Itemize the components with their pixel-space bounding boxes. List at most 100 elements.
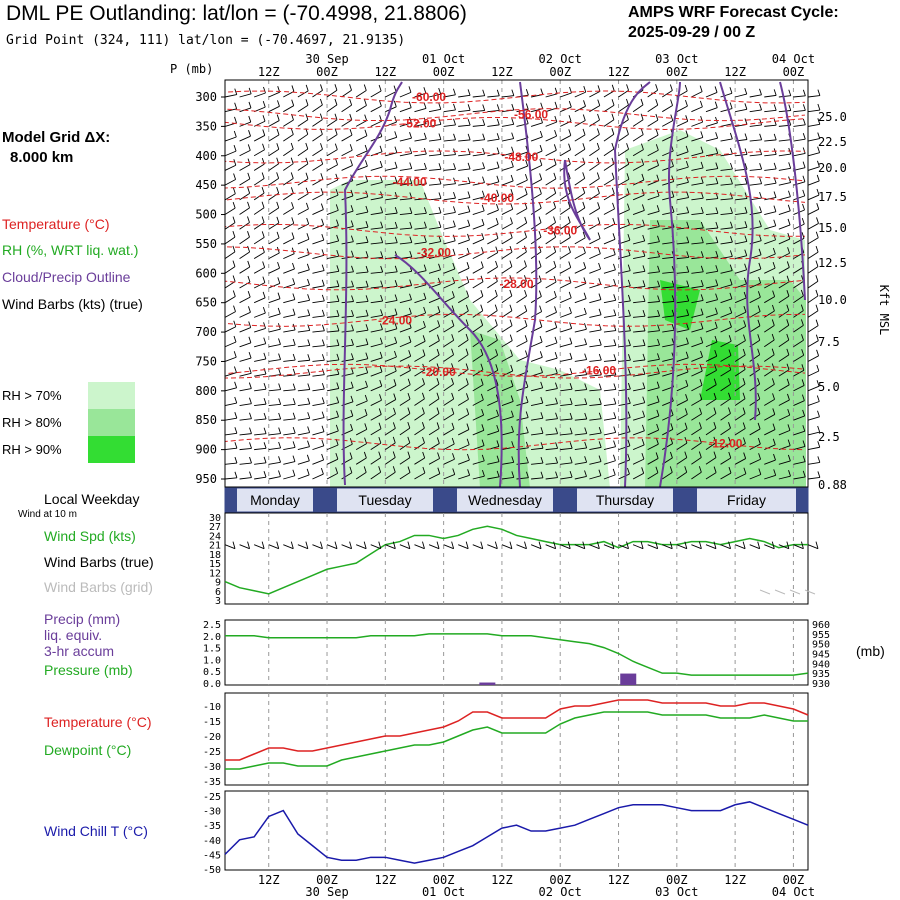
wind-barb xyxy=(283,432,296,436)
wind-barb xyxy=(618,133,629,142)
wind-barb-flag xyxy=(801,217,805,225)
bottom-hour-tick: 12Z xyxy=(258,873,280,887)
wind-barb xyxy=(574,283,587,289)
wind-barb xyxy=(414,227,427,230)
wind-barb-flag xyxy=(598,323,602,331)
wind-barb-flag xyxy=(261,216,265,223)
surface-wind-barb-flag xyxy=(728,541,731,549)
wind-barb-flag xyxy=(788,190,791,197)
wind-barb-flag xyxy=(569,398,573,405)
wind-barb xyxy=(530,387,543,392)
wind-barb-flag xyxy=(582,157,586,164)
wind-barb-flag xyxy=(349,98,353,106)
wind-barb xyxy=(603,460,616,465)
wind-barb-flag xyxy=(335,173,339,181)
wind-barb xyxy=(807,355,819,362)
wind-barb-flag xyxy=(728,407,731,414)
windchill-tick: -25 xyxy=(203,792,221,803)
wind-barb-flag xyxy=(511,146,514,153)
wind-barb xyxy=(428,354,440,362)
windchill-tick: -30 xyxy=(203,807,221,818)
wind-barb-flag xyxy=(482,104,486,111)
wind-barb-flag xyxy=(466,408,470,415)
wind-barb xyxy=(734,369,746,377)
wind-barb xyxy=(253,178,265,186)
wind-barb-flag xyxy=(394,294,398,301)
bottom-hour-tick: 00Z xyxy=(783,873,805,887)
wind-barb-flag xyxy=(278,368,282,375)
wind-barb-flag xyxy=(815,260,819,267)
wind-barb-flag xyxy=(787,393,790,401)
surface-wind-barb-flag xyxy=(232,541,236,549)
wind-barb xyxy=(385,212,398,215)
wind-speed-tick: 27 xyxy=(209,522,221,533)
top-date-tick: 01 Oct xyxy=(422,52,465,66)
wind-barb-flag xyxy=(350,159,353,166)
wind-barb-flag xyxy=(262,261,266,268)
wind-barb xyxy=(268,134,280,142)
wind-barb-flag xyxy=(744,192,748,199)
wind-barb-flag xyxy=(379,394,382,401)
wind-barb-flag xyxy=(394,336,398,344)
wind-barb-flag xyxy=(802,133,806,140)
wind-barb xyxy=(516,151,529,157)
wind-barb-flag xyxy=(306,233,310,240)
wind-barb xyxy=(297,208,309,215)
wind-barb xyxy=(793,476,806,480)
wind-barb xyxy=(501,476,514,480)
weekday-label: Friday xyxy=(727,492,766,508)
pressure-tick: 950 xyxy=(812,640,830,651)
surface-wind-barb xyxy=(239,544,250,550)
wind-barb xyxy=(705,137,718,142)
wind-barb xyxy=(589,329,602,333)
wind-barb-flag xyxy=(554,129,558,137)
wind-barb xyxy=(370,120,382,127)
wind-barb xyxy=(326,89,338,98)
wind-barb xyxy=(399,442,411,450)
wind-barb xyxy=(559,207,571,215)
wind-barb xyxy=(618,193,630,201)
wind-barb-flag xyxy=(744,206,748,214)
wind-barb-flag xyxy=(642,250,646,257)
wind-barb-flag xyxy=(349,84,352,91)
wind-barb-flag xyxy=(584,470,587,477)
wind-barb-flag xyxy=(759,103,762,111)
wind-barb xyxy=(224,94,237,98)
wind-barb-flag xyxy=(627,425,631,432)
wind-barb xyxy=(662,329,675,333)
wind-barb-flag xyxy=(801,394,805,401)
wind-barb-flag xyxy=(627,453,631,461)
wind-barb-flag xyxy=(582,114,586,121)
wind-barb-flag xyxy=(686,176,689,183)
wind-barb xyxy=(414,457,425,465)
wind-barb xyxy=(472,281,484,289)
wind-barb xyxy=(807,208,819,215)
wind-barb xyxy=(705,152,718,157)
precip-tick: 0.5 xyxy=(203,667,221,678)
wind-barb xyxy=(297,269,310,274)
wind-barb-flag xyxy=(730,207,733,214)
wind-barb-flag xyxy=(744,263,748,270)
wind-barb-flag xyxy=(641,158,645,165)
wind-barb xyxy=(589,432,602,436)
wind-barb-flag xyxy=(423,207,427,214)
wind-barb xyxy=(807,109,820,113)
wind-barb-flag xyxy=(423,292,427,300)
wind-barb xyxy=(632,402,645,406)
weekday-cell xyxy=(444,487,566,513)
wind-barb-flag xyxy=(278,338,281,345)
wind-barb-flag xyxy=(234,366,237,373)
model-grid-label: Model Grid ΔX: xyxy=(2,129,111,146)
wind-barb-flag xyxy=(598,278,602,285)
wind-barb xyxy=(312,104,323,113)
wind-barb xyxy=(545,222,556,230)
wind-barb xyxy=(632,164,644,171)
wind-barb xyxy=(545,281,557,289)
wind-barb-flag xyxy=(306,263,310,270)
wind-barb xyxy=(239,222,250,230)
wind-barb xyxy=(501,266,513,274)
wind-barb-flag xyxy=(744,177,748,185)
wind-barb-flag xyxy=(409,250,413,258)
wind-barb-flag xyxy=(628,368,631,375)
wind-barb xyxy=(530,122,543,127)
